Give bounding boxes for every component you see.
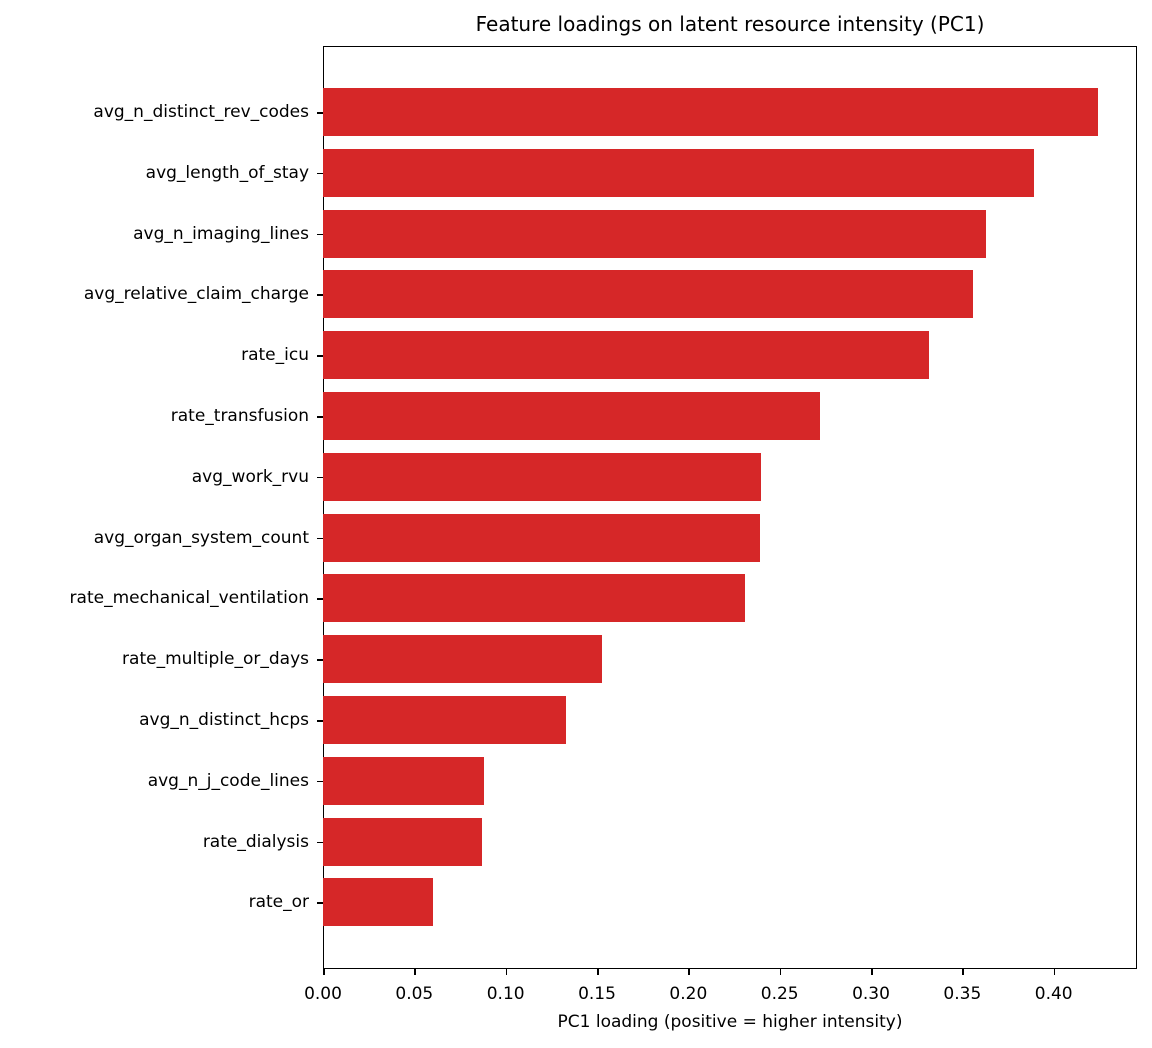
x-axis-label: PC1 loading (positive = higher intensity… <box>557 1012 903 1032</box>
y-tick-label: avg_relative_claim_charge <box>83 284 309 305</box>
x-tick-label: 0.20 <box>669 984 708 1004</box>
y-tick-label: rate_or <box>248 892 309 913</box>
x-tick <box>871 969 873 975</box>
y-tick-label: avg_n_distinct_rev_codes <box>93 102 309 122</box>
bar <box>323 88 1098 136</box>
bar <box>323 452 762 501</box>
y-tick <box>317 841 323 844</box>
y-tick-label: avg_work_rvu <box>191 466 309 487</box>
x-tick-label: 0.05 <box>395 984 434 1004</box>
x-tick <box>688 969 690 975</box>
y-tick-label: rate_transfusion <box>170 406 309 426</box>
bar <box>323 270 974 319</box>
y-tick <box>317 659 323 661</box>
y-tick-label: avg_n_imaging_lines <box>133 223 309 244</box>
x-tick <box>779 969 782 975</box>
y-tick <box>317 355 323 357</box>
y-tick-label: avg_n_distinct_hcps <box>139 710 309 730</box>
bar <box>323 574 745 623</box>
plot-area <box>323 46 1137 969</box>
x-tick <box>414 969 416 975</box>
y-tick <box>317 902 323 904</box>
y-tick-label: rate_multiple_or_days <box>122 649 309 670</box>
y-tick <box>317 537 323 540</box>
y-tick-label: rate_mechanical_ventilation <box>69 588 309 609</box>
chart-title: Feature loadings on latent resource inte… <box>475 12 985 36</box>
bar <box>323 817 482 866</box>
x-tick-label: 0.35 <box>943 984 982 1004</box>
x-tick <box>505 969 508 975</box>
y-tick-label: avg_organ_system_count <box>93 527 309 548</box>
bar <box>323 331 930 380</box>
bar <box>323 756 484 805</box>
x-tick <box>962 969 964 975</box>
y-tick <box>317 416 323 418</box>
bar <box>323 696 566 744</box>
bar <box>323 209 987 258</box>
y-tick <box>317 172 323 175</box>
x-tick <box>323 969 325 975</box>
y-tick <box>317 112 323 114</box>
x-tick-label: 0.40 <box>1034 984 1073 1004</box>
x-tick-label: 0.25 <box>760 984 799 1004</box>
y-tick-label: avg_n_j_code_lines <box>147 770 309 791</box>
bar <box>323 513 760 562</box>
x-tick-label: 0.10 <box>486 984 525 1004</box>
y-tick-label: avg_length_of_stay <box>145 162 309 183</box>
bar <box>323 392 820 440</box>
x-tick-label: 0.00 <box>304 984 342 1004</box>
x-tick <box>1053 969 1056 975</box>
bar <box>323 635 603 684</box>
y-tick <box>317 780 323 783</box>
y-tick <box>317 598 323 600</box>
y-tick <box>317 720 323 722</box>
bar <box>323 878 433 927</box>
y-tick <box>317 294 323 296</box>
x-tick-label: 0.15 <box>578 984 616 1004</box>
y-tick <box>317 476 323 479</box>
x-tick-label: 0.30 <box>852 984 890 1004</box>
y-tick-label: rate_dialysis <box>202 831 309 852</box>
x-tick <box>597 969 599 975</box>
y-tick <box>317 233 323 236</box>
bar <box>323 148 1034 197</box>
y-tick-label: rate_icu <box>241 345 309 366</box>
